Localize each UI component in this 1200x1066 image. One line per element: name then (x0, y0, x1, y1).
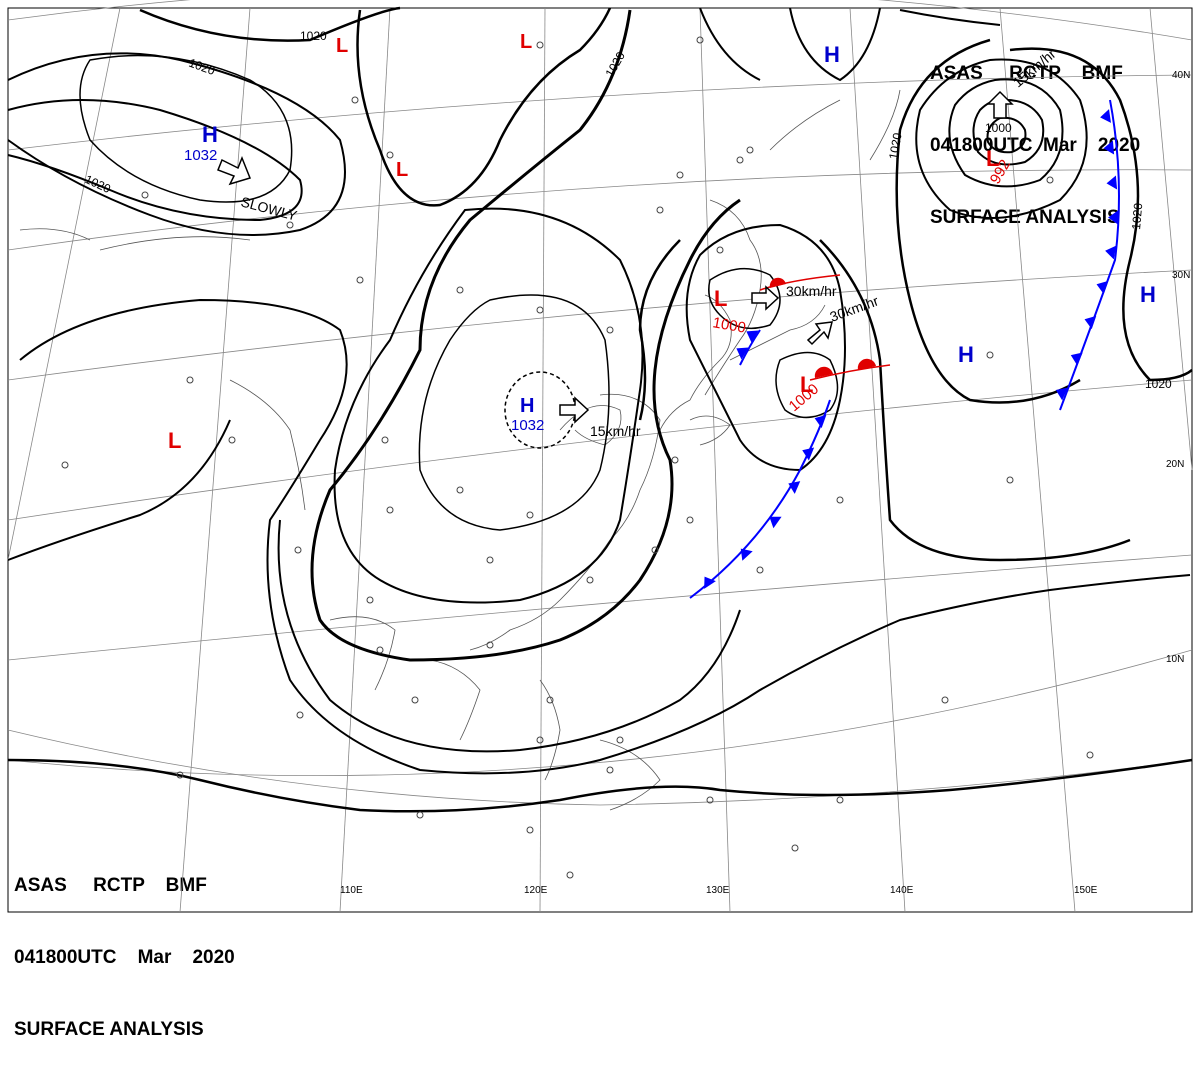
cold-front-triangle (1055, 387, 1068, 401)
motion-labels: SLOWLY 15km/hr 30km/hr 30km/hr 15km/hr (239, 45, 1059, 439)
high-center-letter: H (202, 122, 218, 147)
cold-front-triangle (802, 447, 815, 461)
low-center-letter: L (714, 286, 727, 311)
header-agency: ASAS RCTP BMF (14, 875, 207, 896)
high-center-letter: H (958, 342, 974, 367)
header-time: 041800UTC Mar 2020 (14, 947, 235, 968)
cold-front-triangle (769, 516, 782, 529)
high-center-value: 1032 (511, 417, 544, 434)
map-border (7, 7, 1193, 913)
lat-label: 20N (1166, 459, 1184, 470)
lon-label: 120E (524, 885, 548, 896)
high-center-letter: H (824, 42, 840, 67)
cold-front-triangle (1100, 109, 1111, 123)
isobar-label: 1000 (985, 121, 1012, 135)
isobar-label: 1020 (1129, 202, 1145, 230)
cold-front-triangle (814, 414, 827, 429)
header-agency: ASAS RCTP BMF (930, 63, 1123, 84)
low-center-value: 1000 (711, 314, 747, 337)
isobar-label: 1020 (1145, 377, 1172, 391)
cold-front-triangle (1096, 280, 1109, 295)
cold-front-triangle (740, 548, 753, 561)
graticule-labels: 110E 120E 130E 140E 150E 40N 30N 20N 10N (340, 70, 1190, 896)
low-center-letter: L (168, 428, 181, 453)
weather-map: 1020 1020 1020 1020 1020 1020 1020 1000 (7, 0, 1193, 913)
cold-front-triangle (1103, 140, 1115, 155)
cold-front (689, 99, 1120, 599)
pressure-centers: H 1032 H 1032 H H H H L 1000 L 1000 L 99… (168, 31, 1156, 453)
lon-label: 130E (706, 885, 730, 896)
lat-label: 10N (1166, 654, 1184, 665)
cold-front-triangle (1108, 210, 1118, 225)
low-center-letter: L (396, 159, 408, 181)
cold-front-triangle (1106, 175, 1118, 190)
header-product: SURFACE ANALYSIS (14, 1019, 204, 1040)
high-center-value: 1032 (184, 147, 217, 164)
coastlines (19, 89, 901, 811)
lat-label: 40N (1172, 70, 1190, 81)
cold-front-triangle (746, 330, 759, 343)
lon-label: 150E (1074, 885, 1098, 896)
isobars (7, 6, 1193, 813)
low-center-letter: L (520, 31, 532, 53)
high-center-letter: H (1140, 282, 1156, 307)
isobar-label: 1020 (300, 29, 327, 43)
lon-label: 140E (890, 885, 914, 896)
cold-front-triangle (1084, 315, 1097, 330)
lon-label: 110E (340, 885, 363, 896)
low-center-value: 1000 (786, 381, 822, 415)
low-center-letter: L (800, 372, 813, 397)
lat-label: 30N (1172, 270, 1190, 281)
motion-label: 30km/hr (786, 283, 837, 299)
motion-label: 15km/hr (590, 423, 641, 439)
high-center-letter: H (520, 395, 534, 417)
motion-arrows (217, 90, 1014, 424)
motion-label: 15km/hr (1010, 45, 1059, 90)
header-time: 041800UTC Mar 2020 (930, 135, 1141, 156)
low-center-letter: L (336, 35, 348, 57)
low-center-letter: L (986, 146, 999, 171)
isobar-label: 1020 (187, 56, 217, 78)
cold-front-triangle (736, 347, 749, 360)
cold-front-triangle (704, 576, 716, 589)
cold-front-triangle (1105, 245, 1117, 260)
isobar-label: 1020 (602, 49, 628, 79)
cold-front-triangle (1070, 352, 1083, 366)
station-plots (61, 36, 1094, 879)
cold-front-triangle (788, 481, 801, 494)
isobar-label: 1020 (886, 131, 904, 160)
latitude-grid (7, 0, 1193, 806)
